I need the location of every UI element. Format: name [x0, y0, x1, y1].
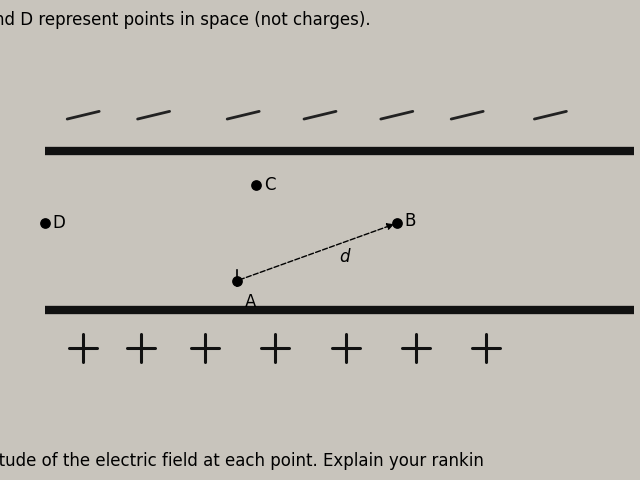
Text: C: C	[264, 176, 275, 194]
Point	[40, 219, 50, 227]
Text: nd D represent points in space (not charges).: nd D represent points in space (not char…	[0, 11, 370, 29]
Text: B: B	[404, 212, 416, 230]
Point	[392, 219, 402, 227]
Text: D: D	[52, 214, 65, 232]
Text: d: d	[339, 248, 349, 266]
Text: A: A	[244, 293, 256, 311]
Point	[232, 277, 242, 285]
Text: itude of the electric field at each point. Explain your rankin: itude of the electric field at each poin…	[0, 452, 483, 470]
Point	[251, 181, 261, 189]
